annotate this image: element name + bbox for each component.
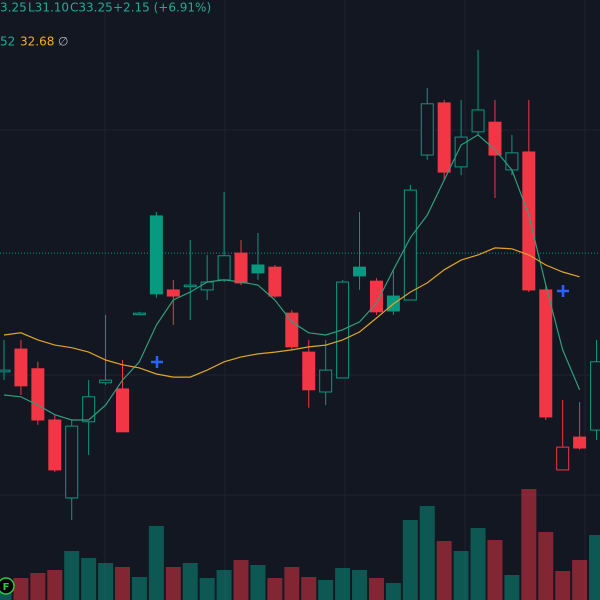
candle-body xyxy=(14,348,28,387)
logo-circle[interactable] xyxy=(0,577,15,595)
hidden-indicator: ∅ xyxy=(58,35,68,49)
low-value: L31.10 xyxy=(28,1,69,15)
volume-bar xyxy=(402,520,418,600)
volume-bar xyxy=(318,580,334,600)
candle-body xyxy=(0,369,11,373)
candle-body xyxy=(353,266,367,277)
volume-bar xyxy=(385,583,401,600)
volume-pane xyxy=(0,489,600,600)
close-value: C33.25 xyxy=(70,1,113,15)
volume-bar xyxy=(47,570,63,600)
price-pane xyxy=(0,49,600,520)
candle-body xyxy=(522,151,536,291)
candle-body xyxy=(285,312,299,348)
volume-bar xyxy=(589,535,600,600)
candle-body xyxy=(268,266,282,297)
volume-bar xyxy=(335,568,351,600)
slow-ma-value: 32.68 xyxy=(20,35,54,49)
candle-body xyxy=(183,284,197,288)
candle-body xyxy=(471,109,485,133)
candle-body xyxy=(573,436,587,449)
volume-bar xyxy=(199,578,215,600)
volume-bar xyxy=(131,577,147,600)
volume-bar xyxy=(436,541,452,600)
candle-body xyxy=(302,351,316,391)
candle-body xyxy=(82,396,96,423)
volume-bar xyxy=(368,578,384,600)
open-value: 3.25 xyxy=(0,1,27,15)
candle-body xyxy=(437,102,451,173)
candle-body xyxy=(251,264,265,274)
volume-bar xyxy=(148,526,164,600)
candle-body xyxy=(116,388,130,433)
candle-body xyxy=(556,446,570,471)
volume-bar xyxy=(487,540,503,600)
volume-bar xyxy=(13,578,29,600)
volume-bar xyxy=(64,551,80,600)
candle-body xyxy=(217,255,231,281)
candle-body xyxy=(132,312,146,316)
volume-bar xyxy=(470,528,486,600)
candle-body xyxy=(319,369,333,393)
volume-bar xyxy=(538,532,554,600)
volume-bar xyxy=(284,567,300,600)
volume-bar xyxy=(216,570,232,600)
logo-text[interactable]: F xyxy=(3,582,10,593)
candle-body xyxy=(403,189,417,301)
candle-body xyxy=(200,281,214,291)
candle-body xyxy=(505,152,519,171)
candle-body xyxy=(420,103,434,156)
candle-body xyxy=(590,361,600,431)
change-value: +2.15 (+6.91%) xyxy=(113,1,211,15)
volume-bar xyxy=(453,551,469,600)
volume-bar xyxy=(182,563,198,600)
candle-body xyxy=(369,280,383,313)
candle-body xyxy=(149,215,163,295)
volume-bar xyxy=(233,560,249,600)
fast-ma-value: 52 xyxy=(0,35,15,49)
candle-body xyxy=(166,289,180,297)
volume-bar xyxy=(267,578,283,600)
volume-bar xyxy=(250,565,266,600)
volume-bar xyxy=(115,567,131,600)
candle-body xyxy=(48,419,62,471)
cross-markers xyxy=(151,285,569,368)
volume-bar xyxy=(301,577,317,600)
candle-body xyxy=(31,368,45,421)
candle-body xyxy=(539,289,553,418)
volume-bar xyxy=(419,506,435,600)
moving-average-line xyxy=(3,247,580,378)
volume-bar xyxy=(352,570,368,600)
volume-bar xyxy=(572,560,588,600)
candle-body xyxy=(99,379,113,384)
volume-bar xyxy=(98,563,114,600)
moving-average-line xyxy=(3,134,581,421)
volume-bar xyxy=(555,571,571,600)
volume-bar xyxy=(504,575,520,600)
volume-bar xyxy=(81,558,97,600)
volume-bar xyxy=(521,489,537,600)
candle-body xyxy=(234,252,248,284)
header: 3.25 L31.10 C33.25 +2.15 (+6.91%) 52 32.… xyxy=(0,1,211,49)
volume-bar xyxy=(30,573,46,600)
volume-bar xyxy=(165,567,181,600)
candle-body xyxy=(454,136,468,168)
logo[interactable]: F xyxy=(0,577,15,595)
candle-body xyxy=(65,425,79,499)
